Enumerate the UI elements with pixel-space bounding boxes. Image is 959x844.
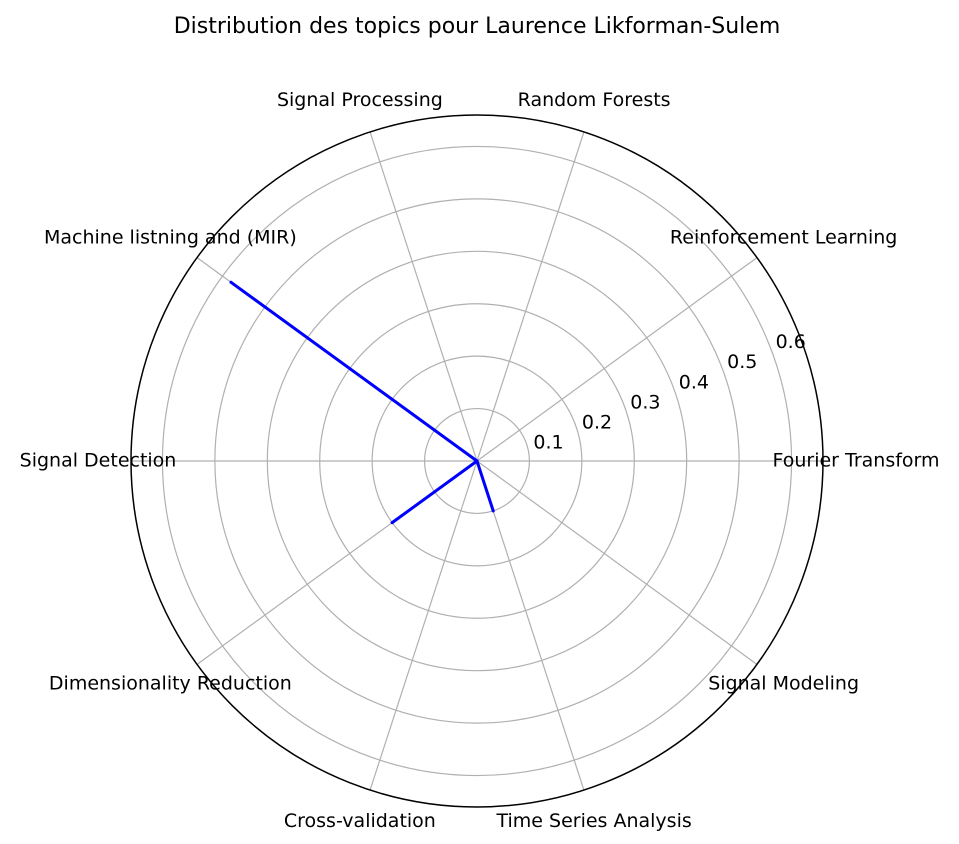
category-label: Random Forests — [518, 89, 671, 111]
category-label: Signal Detection — [20, 450, 177, 472]
category-label: Dimensionality Reduction — [49, 672, 292, 694]
chart-title: Distribution des topics pour Laurence Li… — [174, 14, 781, 39]
r-tick-label: 0.5 — [727, 351, 757, 373]
category-label: Machine listning and (MIR) — [44, 227, 297, 249]
data-point-7 — [390, 521, 394, 525]
spoke-10 — [476, 460, 758, 665]
series — [229, 280, 495, 525]
series-line — [229, 280, 495, 525]
r-tick-label: 0.6 — [776, 331, 806, 353]
outer-frame — [130, 114, 824, 808]
category-labels: Fourier Transform Reinforcement Learning R… — [20, 89, 940, 832]
category-label: Signal Processing — [277, 89, 443, 111]
category-label: Time Series Analysis — [495, 810, 691, 832]
category-label: Reinforcement Learning — [670, 227, 897, 249]
r-tick-label: 0.4 — [679, 371, 709, 393]
category-label: Cross-validation — [284, 810, 436, 832]
r-tick-label: 0.1 — [533, 431, 563, 453]
spoke-3 — [476, 131, 585, 462]
r-tick-label: 0.2 — [582, 411, 612, 433]
radial-tick-labels: 0.1 0.2 0.3 0.4 0.5 0.6 — [533, 331, 805, 453]
spoke-4 — [369, 131, 478, 462]
category-label: Signal Modeling — [708, 672, 859, 694]
r-tick-label: 0.3 — [630, 391, 660, 413]
spoke-8 — [369, 460, 478, 791]
data-point-5 — [229, 280, 233, 284]
spoke-2 — [476, 257, 758, 462]
data-point-10 — [475, 459, 479, 463]
spoke-9 — [476, 460, 585, 791]
category-label: Fourier Transform — [772, 450, 939, 472]
data-point-9 — [491, 509, 495, 513]
